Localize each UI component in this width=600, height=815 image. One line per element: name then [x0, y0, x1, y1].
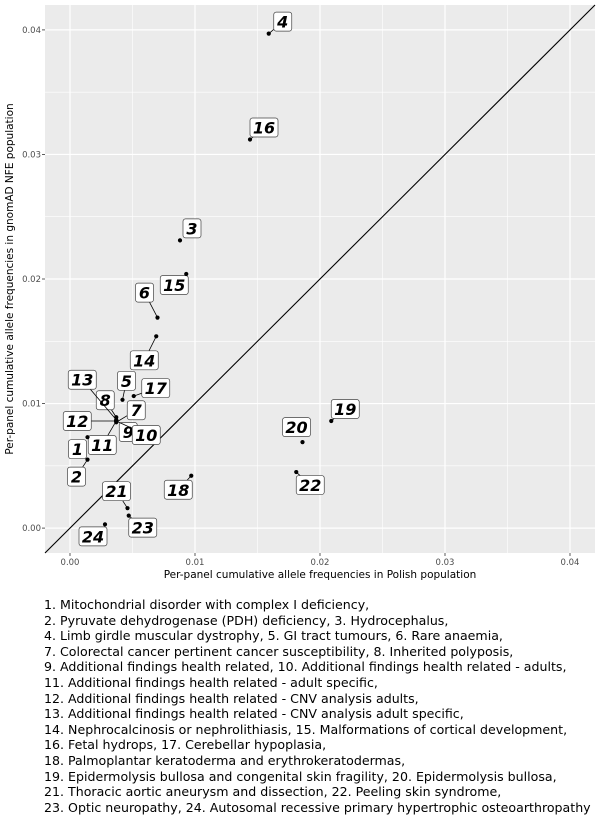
legend-line: 16. Fetal hydrops, 17. Cerebellar hypopl…: [44, 737, 327, 753]
point-label-box: [249, 117, 279, 138]
point-label-box: [68, 439, 87, 460]
point-label-box: [62, 411, 92, 431]
point-label-box: [102, 481, 131, 502]
point-label: 20: [285, 418, 307, 437]
legend-line: 21. Thoracic aortic aneurysm and dissect…: [44, 784, 502, 800]
point-label: 11: [91, 436, 113, 455]
data-point: [177, 238, 183, 243]
legend-line: 19. Epidermolysis bullosa and congenital…: [44, 768, 557, 784]
point-label-box: [141, 378, 171, 398]
data-point: [85, 457, 90, 462]
x-tick-label: 0.01: [186, 558, 205, 568]
point-label: 22: [299, 476, 321, 495]
x-tick-label: 0.02: [311, 558, 330, 568]
point-label-box: [163, 479, 193, 500]
x-tick-label: 0.00: [61, 558, 80, 568]
point-label-box: [135, 282, 154, 303]
data-point: [114, 417, 119, 422]
point-label-box: [67, 466, 86, 487]
data-point: [189, 473, 194, 478]
scatter-chart: 0.00 0.00 0.01 0.01 0.02 0.02 0.03 0.03 0.04 0.04…: [4, 4, 596, 581]
point-label: 2: [71, 468, 82, 487]
x-axis-title: Per-panel cumulative allele frequencies …: [164, 569, 477, 581]
legend-line: 7. Colorectal cancer pertinent cancer su…: [44, 643, 514, 659]
point-label: 13: [71, 371, 93, 390]
panel-legend: 1. Mitochondrial disorder with complex I…: [44, 597, 600, 815]
y-tick-label: 0.00: [22, 524, 41, 534]
point-label-box: [78, 526, 108, 547]
data-point: [85, 435, 90, 440]
identity-line: [44, 4, 596, 554]
point-label-box: [131, 425, 161, 445]
point-label-box: [159, 275, 189, 295]
data-point: [102, 522, 108, 527]
point-label-box: [282, 417, 311, 438]
legend-line: 9. Additional findings health related, 1…: [44, 659, 567, 675]
point-label: 12: [66, 412, 88, 431]
y-axis-title: Per-panel cumulative allele frequencies …: [4, 103, 16, 454]
point-label: 19: [334, 400, 356, 419]
point-label: 14: [133, 351, 155, 370]
data-point: [126, 513, 131, 518]
data-point: [300, 440, 305, 445]
point-label: 10: [135, 426, 157, 445]
point-label: 5: [121, 372, 132, 391]
legend-line: 14. Nephrocalcinosis or nephrolithiasis,…: [44, 721, 568, 737]
point-label-box: [182, 218, 202, 239]
legend-line: 2. Pyruvate dehydrogenase (PDH) deficien…: [44, 612, 449, 628]
data-point: [155, 315, 160, 320]
legend-line: 11. Additional findings health related -…: [44, 674, 378, 690]
data-point: [131, 393, 136, 399]
point-label: 17: [145, 379, 168, 398]
x-tick-label: 0.04: [561, 558, 580, 568]
y-tick-label: 0.04: [22, 26, 41, 36]
legend-line: 13. Additional findings health related -…: [44, 706, 464, 722]
legend-line: 4. Limb girdle muscular dystrophy, 5. GI…: [44, 628, 503, 644]
data-point: [125, 506, 130, 511]
point-label: 9: [123, 423, 134, 442]
data-point: [120, 397, 125, 402]
legend-line: 12. Additional findings health related -…: [44, 690, 419, 706]
data-point: [266, 31, 271, 36]
point-label: 4: [276, 13, 288, 32]
data-point: [154, 334, 159, 339]
point-label: 7: [131, 401, 143, 420]
point-label-box: [95, 390, 115, 411]
point-label: 24: [82, 527, 104, 546]
data-point: [329, 418, 334, 424]
point-label: 6: [139, 284, 150, 303]
y-tick-label: 0.01: [22, 400, 41, 410]
x-tick-label: 0.03: [436, 558, 455, 568]
data-points: [85, 31, 334, 527]
point-label-box: [295, 475, 325, 495]
data-point: [184, 271, 189, 277]
point-label-box: [117, 370, 136, 391]
point-label: 23: [132, 519, 154, 538]
point-label: 3: [186, 219, 197, 238]
point-label: 8: [100, 391, 111, 410]
point-label-box: [128, 517, 158, 538]
point-label: 18: [167, 481, 189, 500]
point-label-box: [273, 11, 293, 32]
legend-line: 1. Mitochondrial disorder with complex I…: [44, 597, 370, 612]
point-label-box: [126, 400, 146, 421]
data-point: [247, 137, 253, 142]
legend-line: 18. Palmoplantar keratoderma and erythro…: [44, 752, 406, 768]
y-tick-label: 0.03: [22, 150, 41, 160]
point-label: 21: [105, 482, 127, 501]
data-point: [294, 469, 299, 475]
point-label-box: [67, 369, 97, 390]
y-tick-label: 0.02: [22, 275, 41, 285]
point-label-box: [330, 399, 360, 419]
point-label: 16: [253, 119, 275, 138]
point-label: 15: [163, 276, 185, 295]
point-label: 1: [72, 440, 83, 459]
point-label-box: [87, 435, 117, 455]
legend-line: 23. Optic neuropathy, 24. Autosomal rece…: [44, 799, 591, 815]
point-label-box: [129, 350, 159, 371]
